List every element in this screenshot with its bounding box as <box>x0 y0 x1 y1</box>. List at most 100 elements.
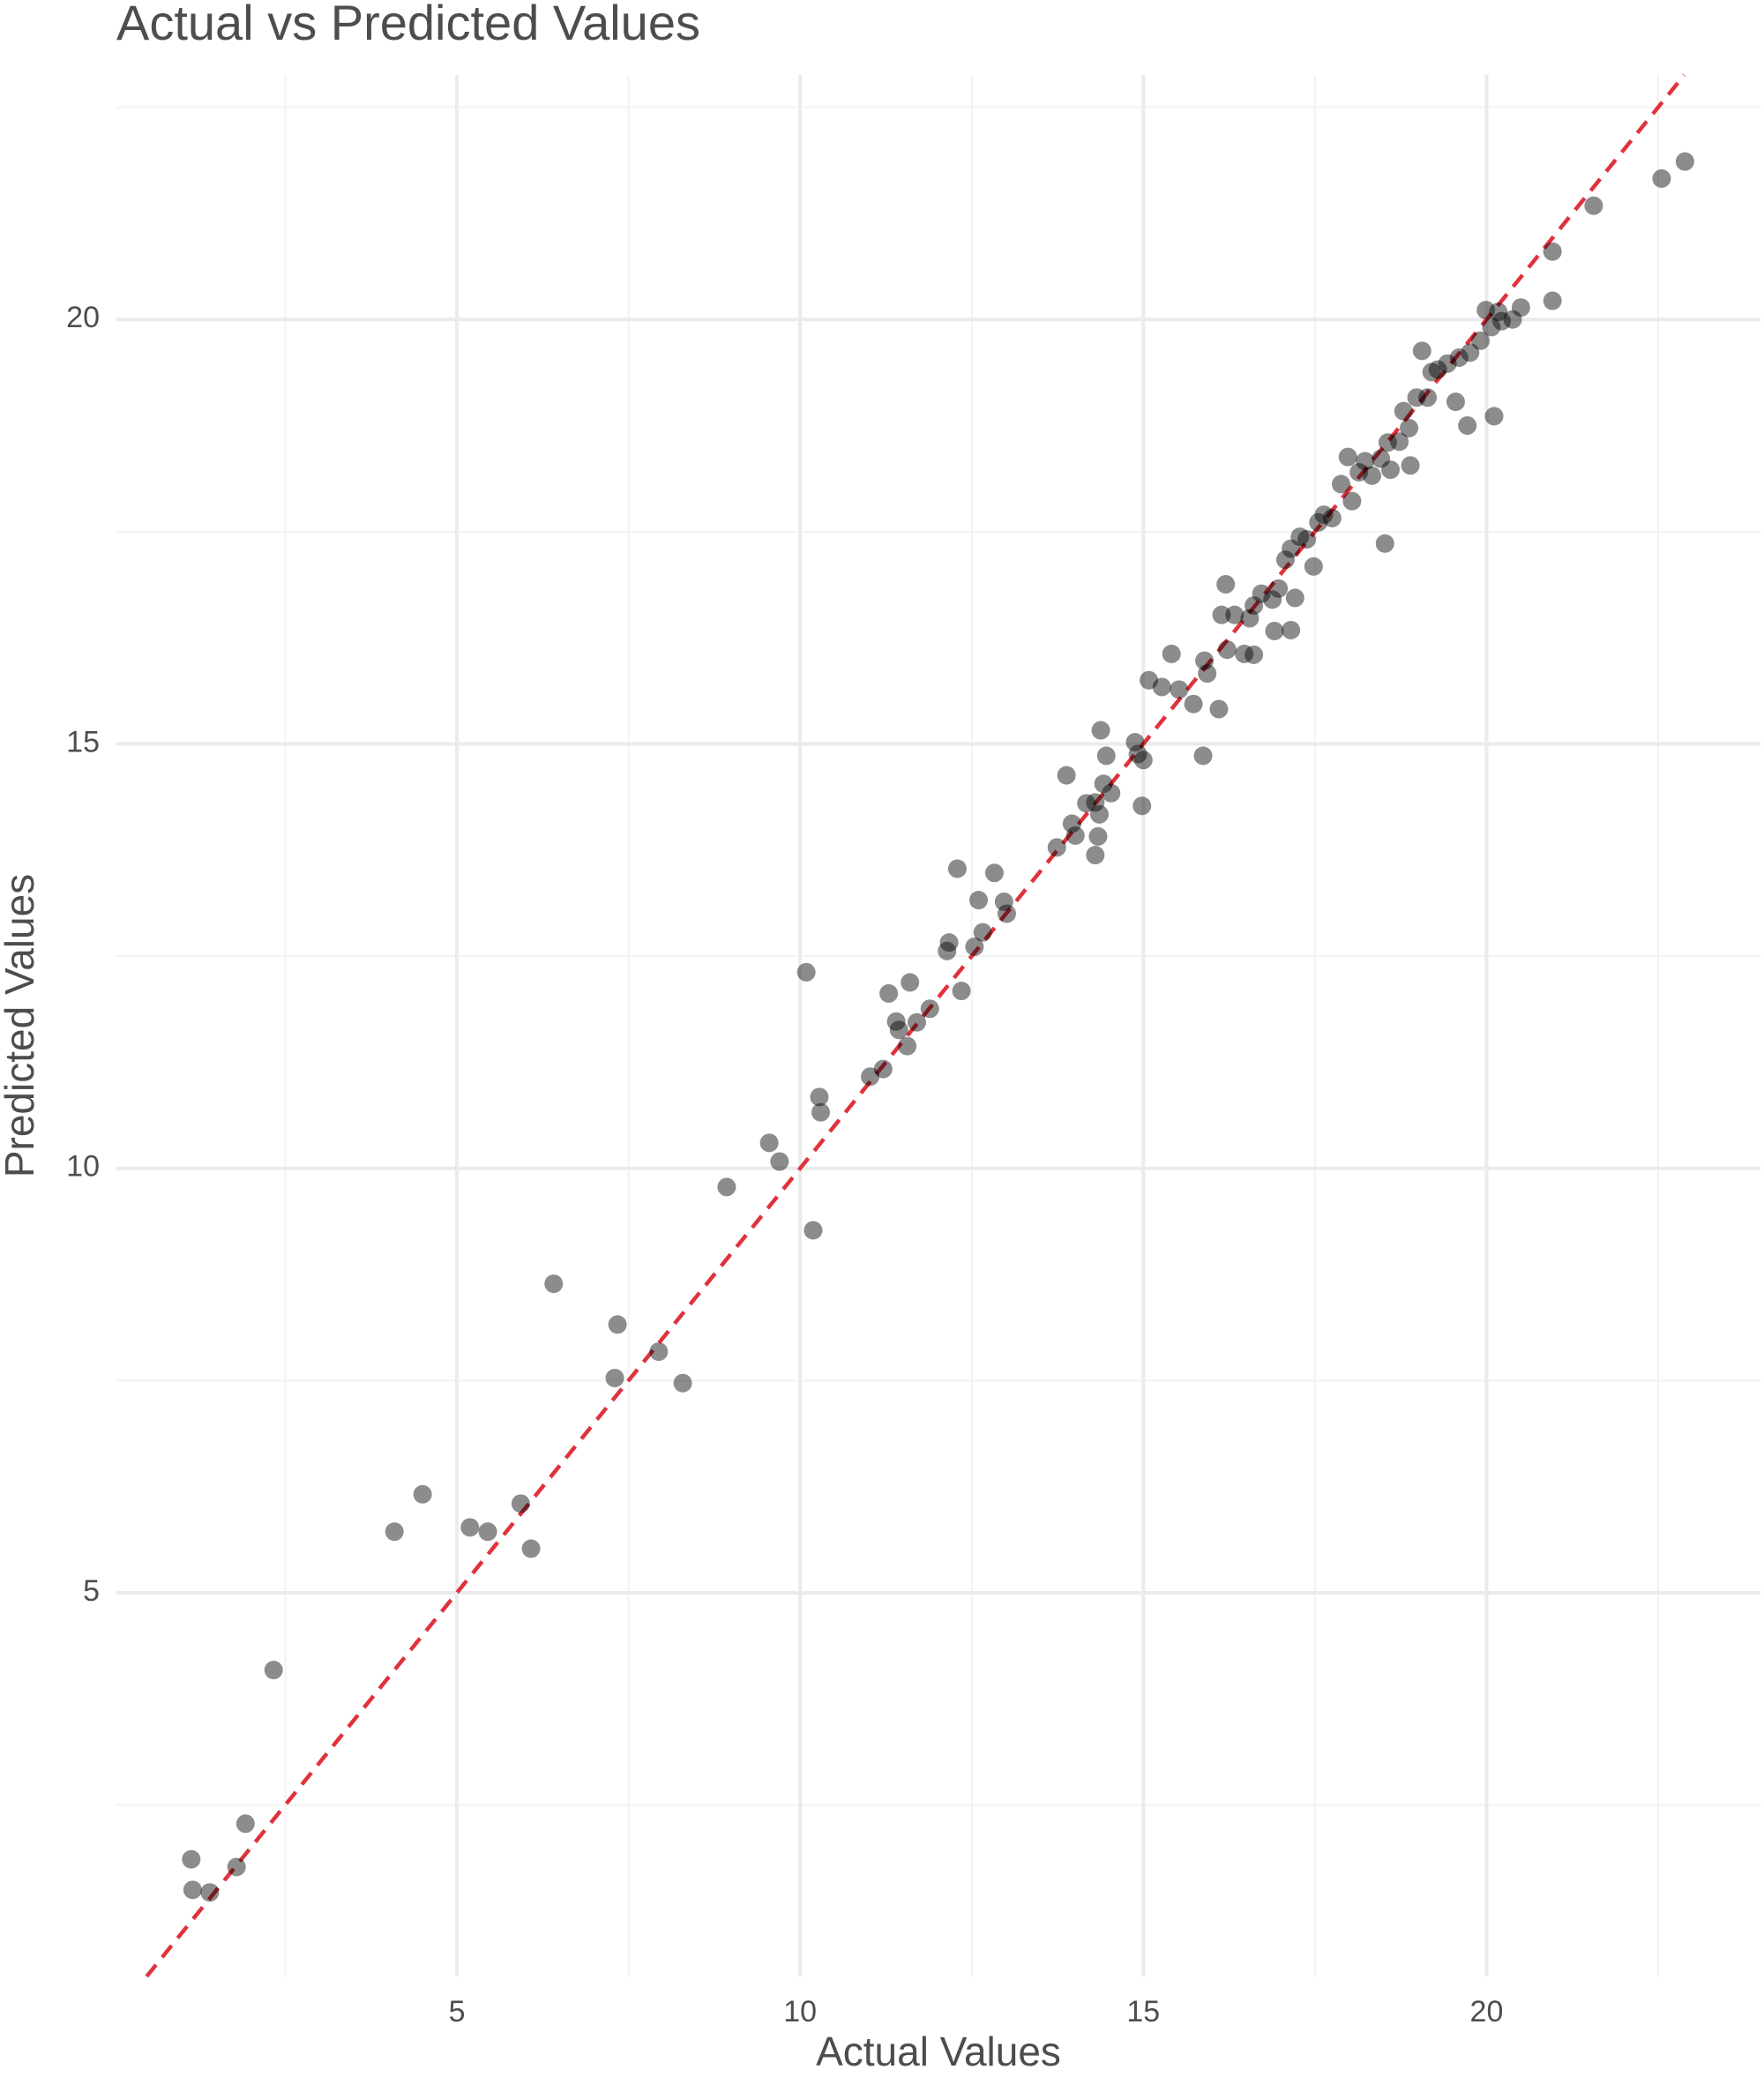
point <box>1086 846 1105 865</box>
point <box>1128 744 1147 764</box>
point <box>1461 343 1480 362</box>
point <box>1342 491 1362 511</box>
point <box>1245 596 1264 616</box>
chart-title: Actual vs Predicted Values <box>116 0 700 50</box>
y-tick-label: 10 <box>66 1150 100 1184</box>
point <box>886 1012 906 1031</box>
point <box>1216 575 1236 594</box>
point <box>770 1152 789 1171</box>
point <box>1458 416 1477 436</box>
point <box>1102 783 1121 803</box>
point <box>811 1102 831 1122</box>
point <box>1438 354 1457 373</box>
y-tick-label: 15 <box>66 725 100 758</box>
point <box>1372 449 1391 468</box>
point <box>939 933 959 953</box>
point <box>861 1067 880 1087</box>
point <box>1584 196 1603 215</box>
point <box>521 1539 541 1558</box>
point <box>1356 452 1375 471</box>
point <box>1252 584 1271 603</box>
point <box>1349 462 1369 482</box>
x-tick-label: 20 <box>1470 1995 1504 2028</box>
point <box>1195 651 1215 670</box>
point <box>1275 550 1295 570</box>
point <box>1322 508 1342 527</box>
point <box>907 1012 926 1032</box>
point <box>1193 746 1213 766</box>
point <box>478 1522 497 1542</box>
point <box>1378 433 1397 452</box>
point <box>1428 360 1447 379</box>
point <box>920 999 939 1019</box>
point <box>200 1883 220 1902</box>
point <box>1225 605 1245 624</box>
point <box>969 891 989 910</box>
point <box>1543 291 1562 310</box>
point <box>984 863 1004 883</box>
point <box>413 1484 432 1504</box>
point <box>227 1857 246 1877</box>
point <box>938 941 957 960</box>
point <box>1503 310 1522 329</box>
point <box>1047 838 1066 857</box>
point <box>1235 644 1254 663</box>
point <box>947 859 967 878</box>
point <box>879 983 899 1003</box>
point <box>994 892 1013 911</box>
point <box>1675 152 1694 171</box>
point <box>1652 168 1671 188</box>
point <box>1217 640 1237 660</box>
point <box>183 1880 202 1900</box>
point <box>1132 796 1152 816</box>
point <box>1125 733 1145 752</box>
point <box>1062 814 1081 833</box>
point <box>898 1036 917 1056</box>
point <box>1090 804 1110 824</box>
point <box>1375 534 1394 553</box>
point <box>673 1373 692 1393</box>
point <box>1338 447 1357 467</box>
point <box>1297 529 1317 549</box>
x-axis-label: Actual Values <box>816 2028 1061 2074</box>
point <box>608 1315 627 1334</box>
point <box>759 1133 779 1153</box>
point <box>1077 794 1096 813</box>
point <box>804 1221 823 1240</box>
point <box>511 1494 530 1513</box>
point <box>901 973 920 992</box>
point <box>264 1661 283 1680</box>
point <box>1094 774 1113 794</box>
point <box>1412 341 1431 361</box>
point <box>1065 826 1085 845</box>
point <box>1240 609 1259 628</box>
point <box>1492 311 1512 331</box>
point <box>1088 826 1108 846</box>
point <box>1489 303 1508 322</box>
point <box>1170 680 1189 699</box>
point <box>1263 590 1282 609</box>
point <box>649 1342 669 1362</box>
point <box>544 1274 564 1294</box>
point <box>1282 620 1301 639</box>
point <box>1162 644 1181 663</box>
point <box>1304 557 1323 576</box>
point <box>965 937 984 956</box>
point <box>1418 388 1438 407</box>
point <box>1407 388 1426 407</box>
point <box>1057 766 1076 785</box>
point <box>1140 670 1159 690</box>
point <box>1096 746 1116 766</box>
point <box>1482 318 1501 337</box>
point <box>235 1814 255 1834</box>
point <box>1394 401 1413 421</box>
x-tick-label: 5 <box>449 1995 466 2028</box>
point <box>1091 721 1110 740</box>
x-tick-label: 10 <box>783 1995 817 2028</box>
point <box>1184 694 1203 714</box>
point <box>1198 664 1217 684</box>
point <box>1476 301 1496 320</box>
point <box>1401 456 1420 475</box>
point <box>1290 527 1310 547</box>
